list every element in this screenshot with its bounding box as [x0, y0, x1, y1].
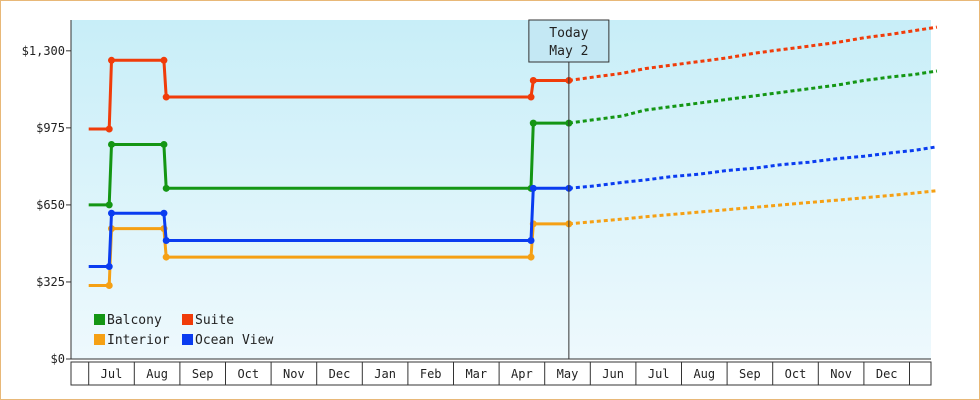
legend-swatch: [182, 334, 193, 345]
month-strip: [70, 361, 932, 386]
data-point: [162, 253, 170, 261]
today-date: May 2: [549, 44, 588, 59]
series-line: [88, 121, 569, 207]
legend-item: Ocean View: [182, 333, 273, 348]
x-tick-label: Dec: [329, 367, 351, 381]
data-point: [160, 140, 168, 148]
data-point: [162, 236, 170, 244]
x-tick-label: Feb: [420, 367, 442, 381]
legend-label: Ocean View: [195, 333, 273, 348]
x-tick-label: Aug: [693, 367, 715, 381]
y-axis: $0 $325 $650 $975 $1,300: [22, 44, 71, 366]
x-tick-label: Aug: [146, 367, 168, 381]
series-ocean-view: [88, 145, 938, 271]
axes: [70, 20, 932, 386]
legend-label: Interior: [107, 333, 170, 348]
data-point: [108, 56, 115, 64]
x-tick-label: Oct: [237, 367, 259, 381]
data-point: [527, 236, 535, 244]
series-line: [88, 186, 569, 268]
legend-item: Interior: [94, 333, 170, 348]
data-point: [105, 282, 113, 290]
data-point: [529, 184, 537, 192]
x-tick-label: Nov: [283, 367, 305, 381]
legend-swatch: [94, 334, 105, 345]
data-point: [529, 119, 537, 127]
x-tick-label: Jan: [374, 367, 396, 381]
x-tick-label: May: [557, 367, 579, 381]
y-tick-label: $650: [36, 198, 65, 212]
x-tick-label: Sep: [739, 367, 761, 381]
legend-item: Suite: [182, 313, 234, 328]
x-tick-label: Dec: [876, 367, 898, 381]
legend-swatch: [182, 314, 193, 325]
data-point: [527, 93, 535, 101]
x-tick-label: Nov: [830, 367, 852, 381]
y-tick-label: $0: [51, 352, 65, 366]
today-box: [528, 19, 610, 63]
legend-label: Balcony: [107, 313, 162, 328]
data-point: [529, 76, 537, 84]
x-tick-label: Sep: [192, 367, 214, 381]
today-marker: Today May 2: [528, 19, 610, 359]
y-tick-label: $325: [36, 275, 65, 289]
forecast-line: [568, 25, 938, 82]
x-tick-label: Oct: [785, 367, 807, 381]
legend: Balcony Suite Interior Ocean View: [94, 313, 273, 348]
today-label: Today: [549, 26, 588, 41]
x-tick-label: Mar: [465, 367, 487, 381]
x-tick-label: Jun: [602, 367, 624, 381]
data-point: [160, 56, 168, 64]
data-point: [105, 125, 113, 133]
data-point: [162, 93, 170, 101]
data-point: [162, 184, 170, 192]
legend-swatch: [94, 314, 105, 325]
data-point: [527, 253, 535, 261]
series-suite: [88, 25, 938, 133]
data-point: [105, 263, 113, 271]
forecast-line: [568, 69, 938, 125]
x-tick-label: Jul: [101, 367, 123, 381]
y-tick-label: $1,300: [22, 44, 65, 58]
data-point: [105, 201, 113, 209]
legend-item: Balcony: [94, 313, 162, 328]
data-point: [108, 209, 115, 217]
forecast-line: [568, 145, 938, 190]
x-tick-label: Apr: [511, 367, 533, 381]
series-layer: [88, 25, 938, 290]
x-axis: Jul Aug Sep Oct Nov Dec Jan Feb Mar Apr May Jun Jul A…: [88, 362, 910, 385]
data-point: [160, 209, 168, 217]
data-point: [108, 140, 115, 148]
y-tick-label: $975: [36, 121, 65, 135]
x-tick-label: Jul: [648, 367, 670, 381]
legend-label: Suite: [195, 313, 234, 328]
